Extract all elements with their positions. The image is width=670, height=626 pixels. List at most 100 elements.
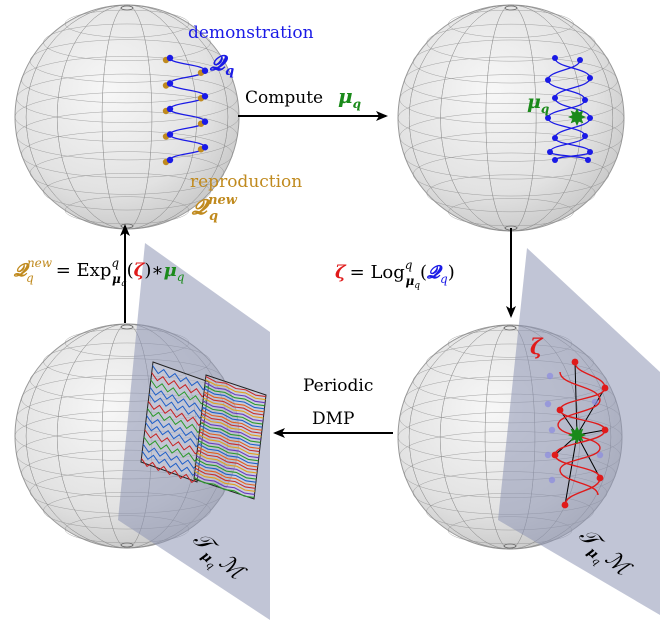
dmp-signal-line (142, 443, 200, 469)
dmp-signal-line (200, 418, 261, 440)
sphere-latitude (426, 174, 596, 213)
dmp-signal-line (141, 450, 199, 476)
dmp-signal-line (148, 393, 206, 419)
dmp-signal-line (152, 365, 209, 391)
dmp-signal-line (199, 428, 260, 450)
tangent-spoke (576, 387, 606, 436)
tangent-point (601, 384, 609, 392)
reproduction-q-label: 𝓠new q (191, 193, 238, 224)
tangent-origin-marker (568, 426, 586, 444)
sphere-pole (503, 543, 517, 549)
mean-point (585, 157, 591, 163)
compute-mu-label: μq (338, 84, 361, 111)
tangent-spoke (564, 434, 578, 506)
dmp-signal-line (198, 437, 259, 459)
mean-point (587, 115, 593, 121)
dmp-signal-blocks (140, 361, 267, 500)
projected-point (596, 451, 604, 459)
periodic-label: Periodic (303, 376, 373, 396)
dmp-signal-line (196, 455, 257, 477)
mean-point-marker (568, 108, 586, 126)
dmp-block-orientation (140, 361, 210, 484)
mean-point (552, 135, 558, 141)
dmp-signal-line (147, 400, 205, 426)
dmp-signal-line (200, 415, 262, 437)
sphere-pole (120, 324, 134, 330)
dmp-signal-line (141, 458, 198, 484)
sphere-latitude (43, 23, 211, 61)
dmp-signal-line (205, 376, 266, 398)
dmp-signal-line (150, 379, 208, 405)
tangent-point (601, 426, 609, 434)
dmp-signal-line (195, 461, 257, 483)
dmp-signal-line (195, 464, 256, 486)
dmp-signal-line (194, 470, 255, 492)
sphere-pole (504, 5, 518, 11)
sphere-latitude (16, 111, 238, 161)
projected-point (591, 398, 599, 406)
mean-point (577, 57, 583, 63)
tangent-point (561, 501, 569, 509)
projected-point (548, 426, 556, 434)
sphere-latitude (21, 130, 233, 178)
sphere-latitude (412, 152, 610, 197)
demonstration-point (201, 144, 209, 151)
demo-q-label: 𝓠q (209, 50, 234, 79)
sphere-latitude (399, 112, 623, 162)
dmp-signal-line (199, 431, 260, 453)
sphere-latitude (16, 73, 238, 123)
mu-sphere-label: μq (527, 91, 549, 116)
projected-point (548, 476, 556, 484)
dmp-signal-line (194, 473, 255, 495)
dmp-signal-line (151, 372, 209, 398)
dmp-signal-line (144, 429, 202, 455)
mean-point (582, 97, 588, 103)
sphere-latitude (29, 39, 225, 83)
tangent-spoke (574, 361, 578, 436)
tangent-point (596, 474, 604, 482)
tangent-plane-left (118, 243, 270, 620)
dmp-signal-line (197, 446, 258, 468)
demonstration-point (166, 156, 174, 164)
dmp-signal-line (204, 382, 266, 404)
dmp-signal-line (200, 421, 261, 443)
dmp-signal-line (198, 434, 260, 456)
log-formula: ζ = Logq μq(𝓠q) (335, 258, 455, 291)
tangent-point (556, 406, 564, 414)
sphere-latitude (43, 173, 211, 211)
mean-point (587, 75, 593, 81)
demonstration-point (166, 131, 174, 138)
dmp-signal-line (198, 440, 259, 462)
dmp-signal-line (201, 409, 263, 431)
projected-point (544, 451, 552, 459)
mean-trajectory (545, 55, 593, 163)
dmp-signal-line (196, 452, 258, 474)
mean-point (552, 55, 558, 61)
sphere-latitude (29, 151, 225, 195)
demonstration-point (201, 118, 209, 125)
dmp-signal-line (201, 412, 262, 434)
dmp-signal-line (203, 394, 264, 416)
dmp-signal-line (204, 388, 265, 410)
projected-point (546, 372, 554, 380)
tangent-space-trajectory (544, 358, 609, 509)
dmp-block-forcing (193, 374, 267, 500)
sphere-latitude (397, 92, 625, 144)
dmp-signal-line (147, 408, 204, 434)
sphere-top-right (397, 4, 625, 232)
dmp-signal-line (205, 379, 266, 401)
dmp-signal-line (203, 397, 264, 419)
zeta-label: ζ (530, 334, 544, 359)
compute-label: Compute (245, 88, 323, 108)
reproduction-label: reproduction (190, 172, 302, 192)
sphere-latitude (426, 23, 596, 62)
sphere-latitude (412, 39, 610, 84)
demonstration-point (201, 93, 209, 100)
dmp-signal-line (203, 391, 265, 413)
dmp-signal-line (194, 467, 256, 489)
mean-point (547, 149, 553, 155)
dmp-signal-line (202, 400, 264, 422)
demonstration-point (166, 80, 174, 87)
dmp-signal-line (197, 449, 258, 471)
